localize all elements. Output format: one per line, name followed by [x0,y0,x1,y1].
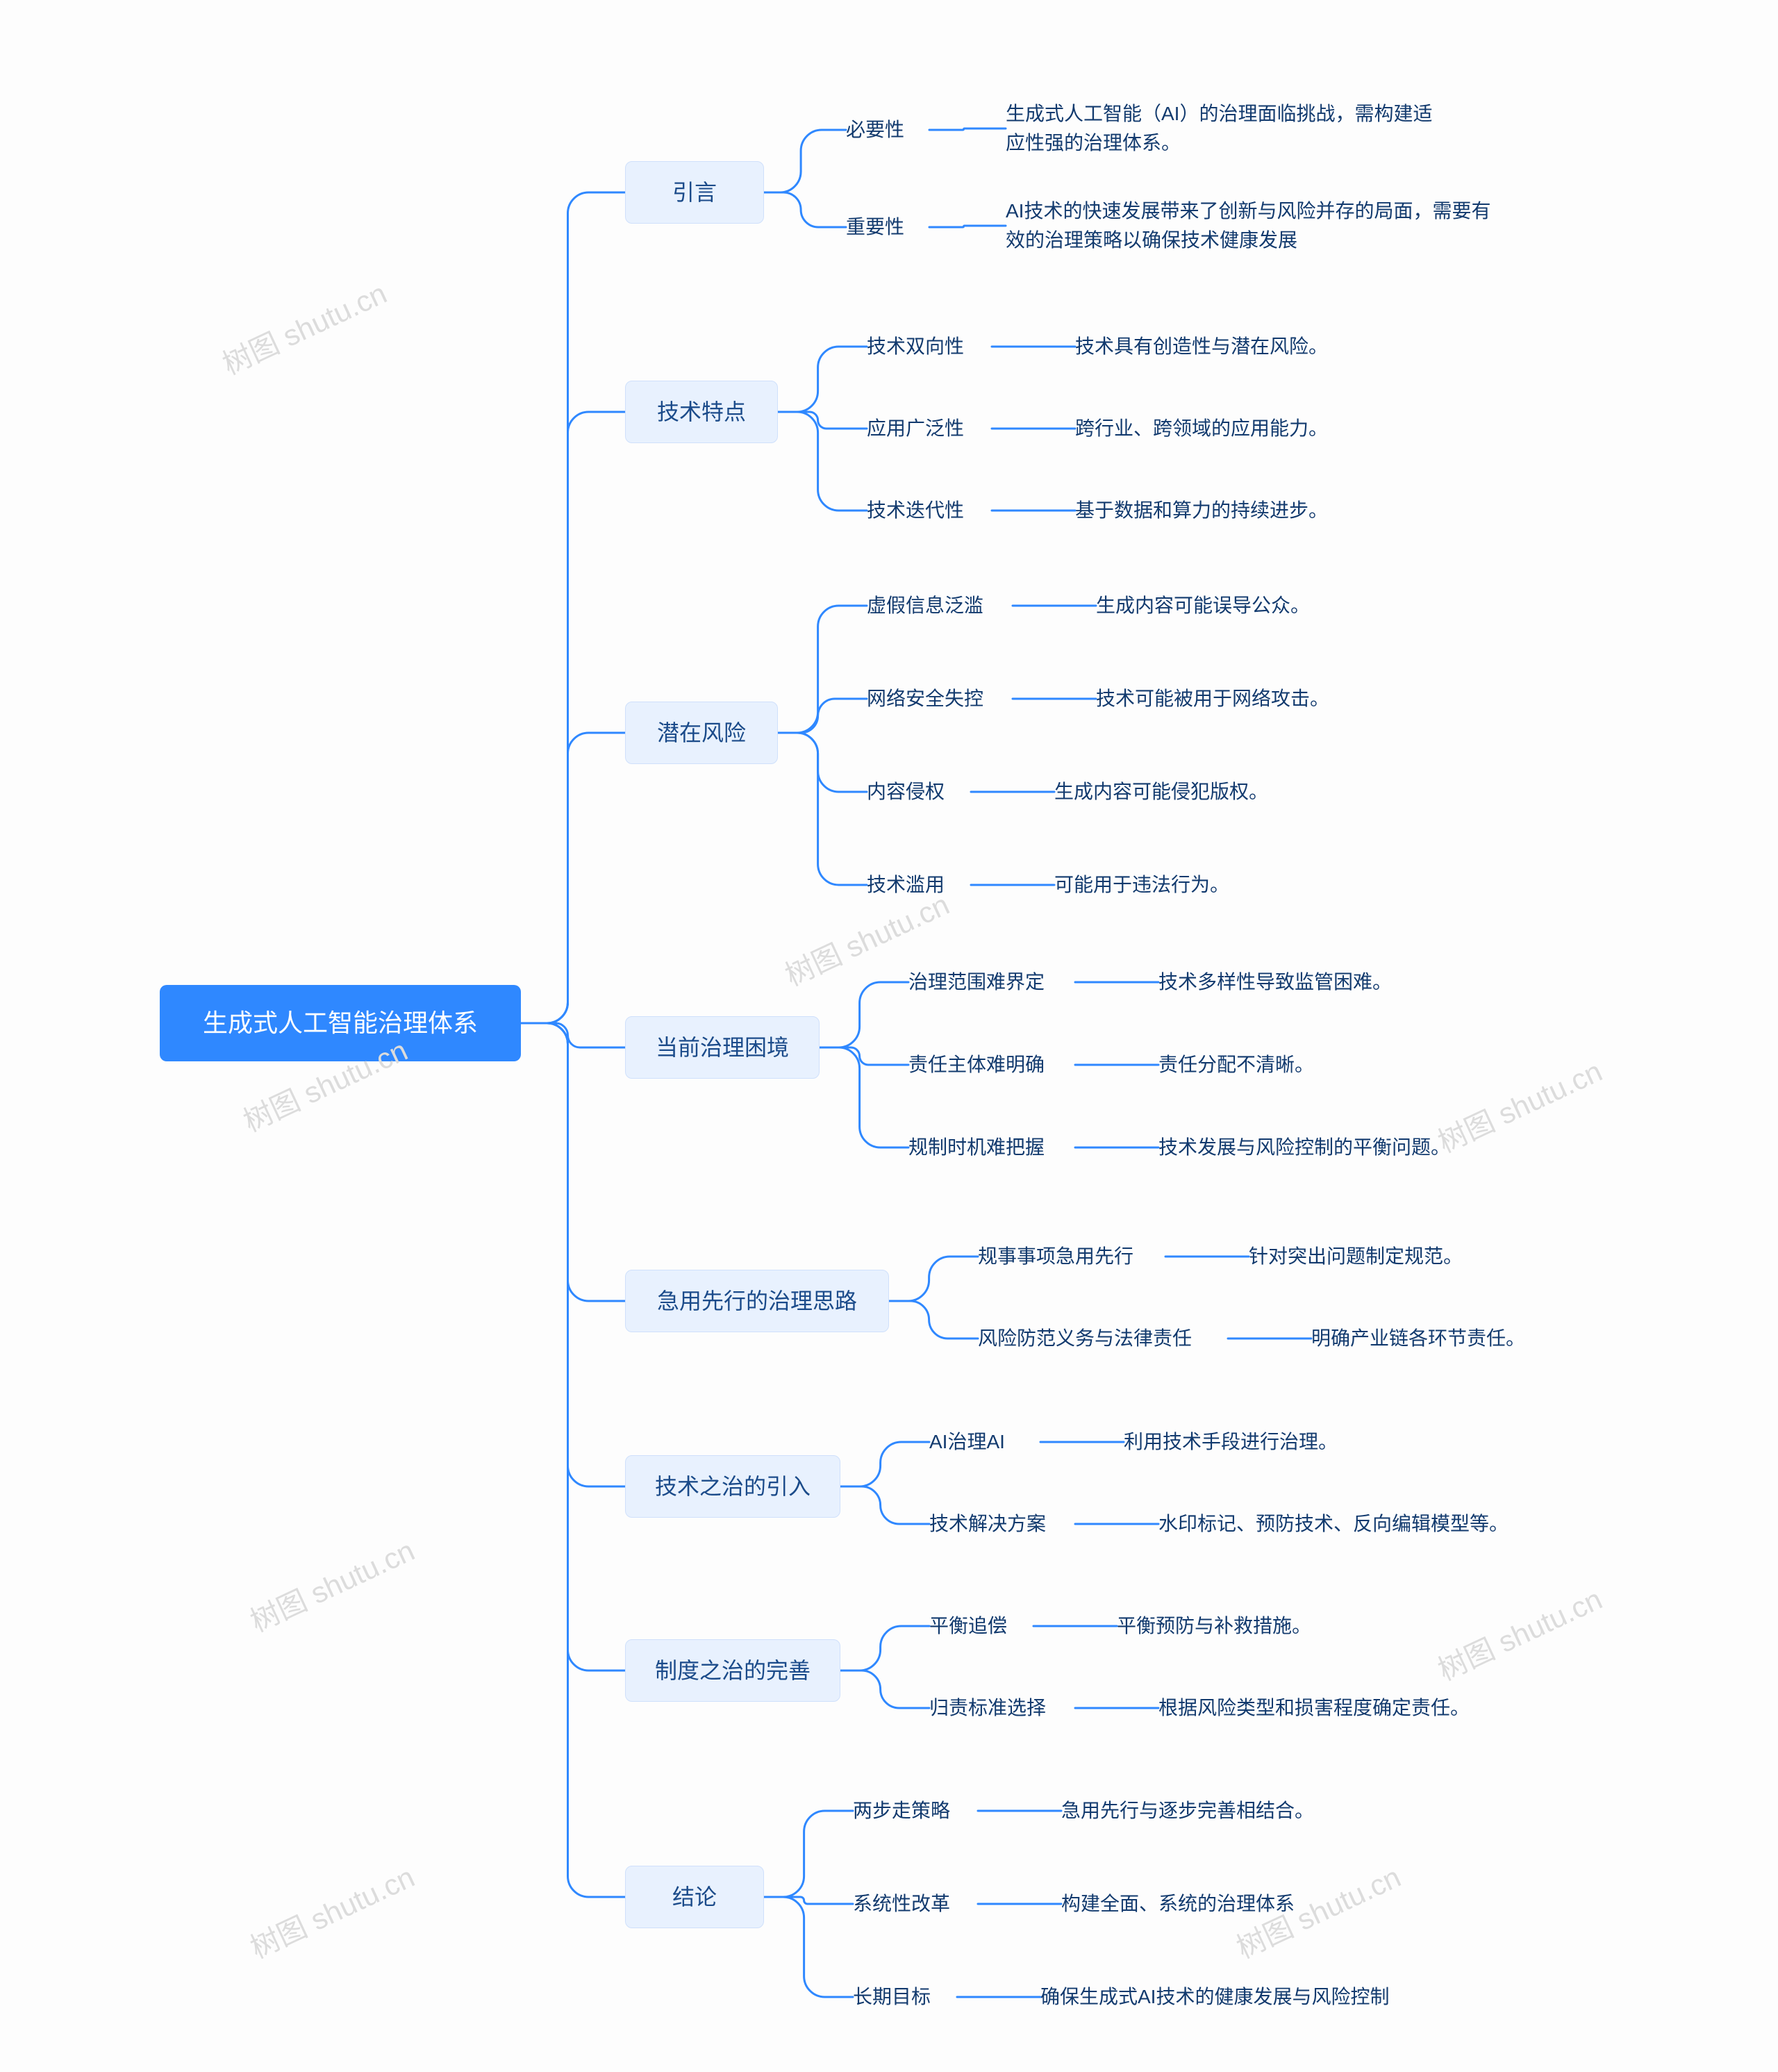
branch-0: 引言 [625,161,764,224]
leaf-0-0: 必要性 [846,113,929,147]
leaf-7-2: 长期目标 [853,1980,957,2014]
leaf-desc-7-0: 急用先行与逐步完善相结合。 [1061,1793,1381,1828]
leaf-desc-2-0: 生成内容可能误导公众。 [1096,588,1388,623]
watermark: 树图 shutu.cn [242,1527,420,1641]
branch-2: 潜在风险 [625,702,778,764]
leaf-2-3: 技术滥用 [867,868,971,902]
leaf-desc-4-0: 针对突出问题制定规范。 [1249,1239,1540,1274]
leaf-1-2: 技术迭代性 [867,493,992,528]
leaf-desc-6-0: 平衡预防与补救措施。 [1117,1609,1381,1643]
branch-7: 结论 [625,1866,764,1928]
leaf-desc-3-1: 责任分配不清晰。 [1158,1047,1381,1082]
leaf-desc-0-1: AI技术的快速发展带来了创新与风险并存的局面，需要有效的治理策略以确保技术健康发… [1006,194,1492,257]
leaf-desc-0-0: 生成式人工智能（AI）的治理面临挑战，需构建适应性强的治理体系。 [1006,97,1450,160]
leaf-3-2: 规制时机难把握 [908,1130,1075,1165]
branch-1: 技术特点 [625,381,778,443]
leaf-4-1: 风险防范义务与法律责任 [978,1321,1228,1356]
leaf-7-0: 两步走策略 [853,1793,978,1828]
leaf-desc-4-1: 明确产业链各环节责任。 [1311,1321,1589,1356]
watermark: 树图 shutu.cn [1430,1576,1608,1689]
leaf-desc-3-2: 技术发展与风险控制的平衡问题。 [1158,1130,1520,1165]
watermark: 树图 shutu.cn [242,1854,420,1967]
leaf-1-0: 技术双向性 [867,329,992,364]
leaf-0-1: 重要性 [846,210,929,245]
branch-6: 制度之治的完善 [625,1639,840,1702]
leaf-2-1: 网络安全失控 [867,681,1013,716]
branch-3: 当前治理困境 [625,1016,820,1079]
leaf-desc-1-1: 跨行业、跨领域的应用能力。 [1075,411,1395,446]
leaf-desc-2-3: 可能用于违法行为。 [1054,868,1318,902]
leaf-desc-5-0: 利用技术手段进行治理。 [1124,1425,1415,1459]
leaf-desc-6-1: 根据风险类型和损害程度确定责任。 [1158,1691,1534,1725]
leaf-5-1: 技术解决方案 [929,1507,1075,1541]
branch-5: 技术之治的引入 [625,1455,840,1518]
leaf-desc-1-2: 基于数据和算力的持续进步。 [1075,493,1395,528]
leaf-desc-3-0: 技术多样性导致监管困难。 [1158,965,1464,1000]
leaf-2-2: 内容侵权 [867,774,971,809]
leaf-3-1: 责任主体难明确 [908,1047,1075,1082]
leaf-4-0: 规事事项急用先行 [978,1239,1165,1274]
leaf-5-0: AI治理AI [929,1425,1040,1459]
watermark: 树图 shutu.cn [215,270,392,383]
leaf-7-1: 系统性改革 [853,1887,978,1921]
leaf-6-1: 归责标准选择 [929,1691,1075,1725]
root-node: 生成式人工智能治理体系 [160,985,521,1061]
leaf-desc-7-2: 确保生成式AI技术的健康发展与风险控制 [1040,1980,1471,2014]
leaf-desc-2-1: 技术可能被用于网络攻击。 [1096,681,1388,716]
branch-4: 急用先行的治理思路 [625,1270,889,1332]
leaf-desc-7-1: 构建全面、系统的治理体系 [1061,1887,1367,1921]
leaf-desc-5-1: 水印标记、预防技术、反向编辑模型等。 [1158,1507,1575,1541]
leaf-1-1: 应用广泛性 [867,411,992,446]
leaf-3-0: 治理范围难界定 [908,965,1075,1000]
leaf-desc-2-2: 生成内容可能侵犯版权。 [1054,774,1346,809]
leaf-6-0: 平衡追偿 [929,1609,1033,1643]
leaf-desc-1-0: 技术具有创造性与潜在风险。 [1075,329,1395,364]
leaf-2-0: 虚假信息泛滥 [867,588,1013,623]
